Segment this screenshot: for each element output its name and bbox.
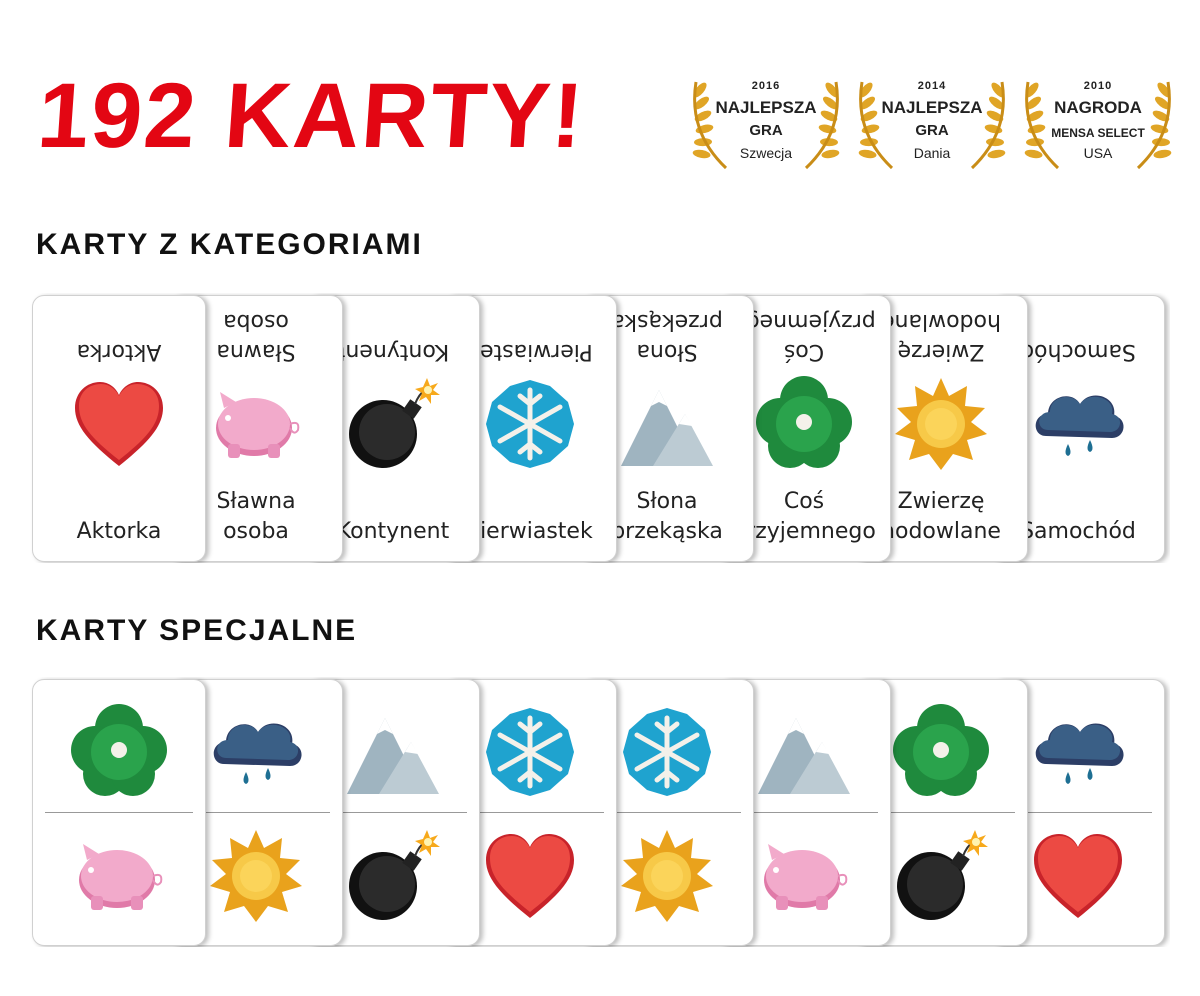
card-divider: [456, 812, 604, 813]
special-card[interactable]: [32, 679, 206, 946]
cloud-icon: [206, 702, 306, 802]
heart-icon: [1028, 826, 1128, 926]
card-label: Coś przyjemnego: [732, 489, 876, 544]
mountain-icon: [343, 702, 443, 802]
bomb-icon: [891, 826, 991, 926]
section-heading-special: Karty specjalne: [36, 614, 358, 647]
card-divider: [45, 812, 193, 813]
award-title: NAJLEPSZA: [715, 98, 817, 117]
pig-icon: [206, 374, 306, 474]
laurel-icon: [858, 81, 1006, 170]
card-divider: [730, 812, 878, 813]
award-country: USA: [1083, 145, 1113, 161]
sun-icon: [206, 826, 306, 926]
card-divider: [319, 812, 467, 813]
award-badge: 2014 NAJLEPSZA GRA Dania: [852, 72, 1012, 172]
award-country: Dania: [913, 145, 951, 161]
card-label: Samochód: [1020, 519, 1136, 544]
category-card[interactable]: Aktorka Aktorka: [32, 295, 206, 562]
award-subtitle: MENSA SELECT: [1051, 126, 1145, 140]
award-badge: 2016 NAJLEPSZA GRA Szwecja: [686, 72, 846, 172]
mountain-icon: [617, 374, 717, 474]
sun-icon: [617, 826, 717, 926]
sun-icon: [891, 374, 991, 474]
heart-icon: [69, 374, 169, 474]
card-label: Kontynent: [336, 519, 450, 544]
award-subtitle: GRA: [749, 122, 783, 139]
card-label: Zwierzę hodowlane: [881, 489, 1001, 544]
bomb-icon: [343, 826, 443, 926]
category-cards-row: Aktorka Aktorka Sławna osoba Sławna osoba…: [0, 293, 1170, 563]
award-country: Szwecja: [739, 145, 793, 161]
card-divider: [182, 812, 330, 813]
section-heading-categories: Karty z kategoriami: [36, 228, 423, 261]
award-title: NAGRODA: [1054, 98, 1142, 117]
snowflake-icon: [480, 374, 580, 474]
mountain-icon: [754, 702, 854, 802]
card-divider: [867, 812, 1015, 813]
award-year: 2016: [751, 80, 781, 92]
heart-icon: [480, 826, 580, 926]
page-title: 192 KARTY!: [34, 65, 589, 167]
card-label: Aktorka: [76, 519, 162, 544]
card-label: Pierwiastek: [467, 519, 593, 544]
laurel-icon: [1024, 81, 1172, 170]
award-title: NAJLEPSZA: [881, 98, 983, 117]
snowflake-icon: [480, 702, 580, 802]
card-label: Sławna osoba: [216, 489, 296, 544]
award-year: 2014: [917, 80, 947, 92]
flower-icon: [69, 702, 169, 802]
flower-icon: [754, 374, 854, 474]
special-cards-row: [0, 677, 1170, 947]
award-subtitle: GRA: [915, 122, 949, 139]
award-year: 2010: [1083, 80, 1113, 92]
card-label-inverted: Aktorka: [76, 339, 162, 364]
award-badge: 2010 NAGRODA MENSA SELECT USA: [1018, 72, 1178, 172]
card-divider: [1004, 812, 1152, 813]
laurel-icon: [692, 81, 840, 170]
card-label: Słona przekąska: [611, 489, 723, 544]
cloud-icon: [1028, 374, 1128, 474]
cloud-icon: [1028, 702, 1128, 802]
snowflake-icon: [617, 702, 717, 802]
bomb-icon: [343, 374, 443, 474]
pig-icon: [69, 826, 169, 926]
pig-icon: [754, 826, 854, 926]
flower-icon: [891, 702, 991, 802]
card-divider: [593, 812, 741, 813]
